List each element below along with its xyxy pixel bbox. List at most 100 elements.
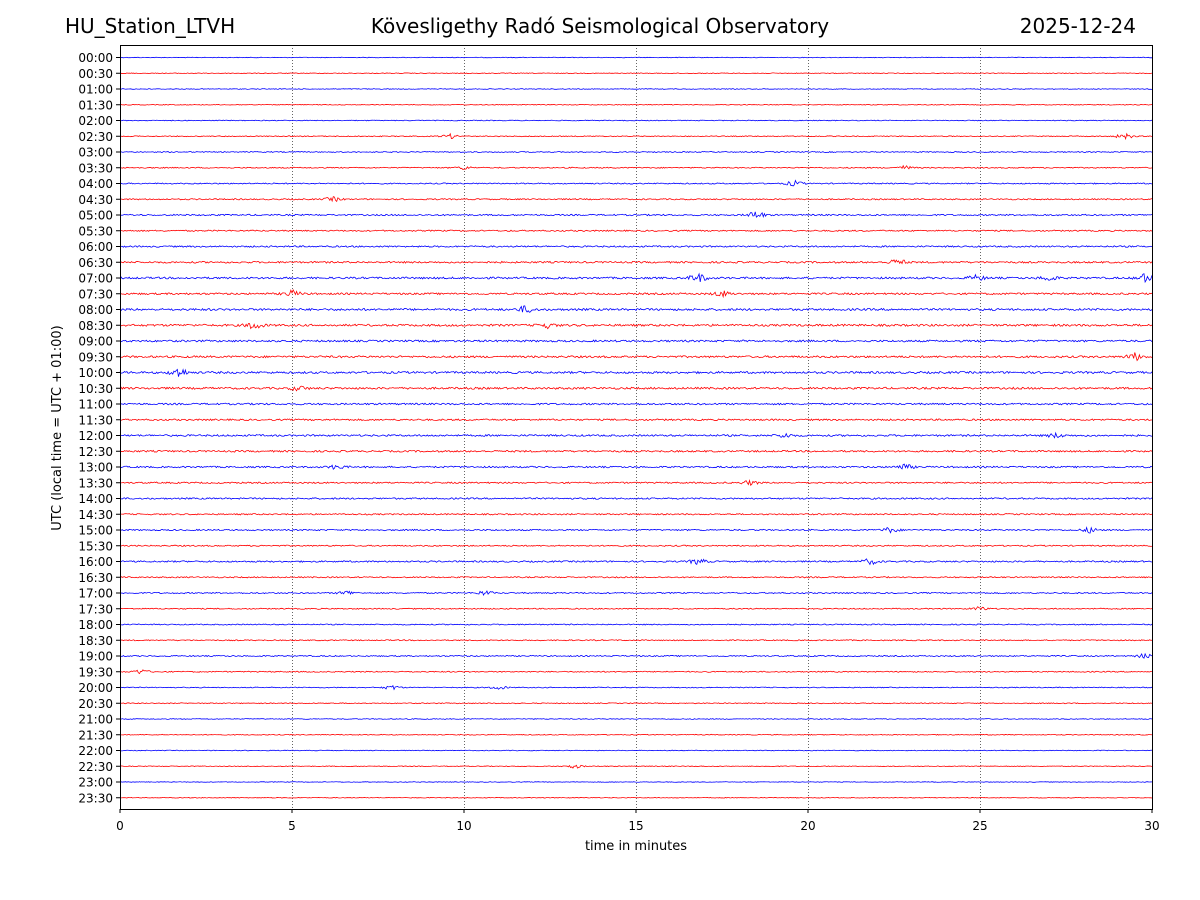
trace-1430: [119, 513, 1153, 516]
station-name: HU_Station_LTVH: [65, 14, 236, 38]
y-tick-label-2200: 22:00: [78, 744, 113, 758]
y-tick-label-2330: 23:30: [78, 791, 113, 805]
y-tick-label-1630: 16:30: [78, 571, 113, 585]
y-tick-label-0800: 08:00: [78, 303, 113, 317]
y-tick-label-1530: 15:30: [78, 539, 113, 553]
y-tick-label-0530: 05:30: [78, 224, 113, 238]
trace-2030: [119, 702, 1153, 705]
y-tick-label-2030: 20:30: [78, 697, 113, 711]
y-tick-label-0000: 00:00: [78, 51, 113, 65]
trace-1400: [119, 497, 1153, 500]
trace-0600: [119, 245, 1153, 248]
x-tick-label-30: 30: [1144, 819, 1159, 833]
trace-1830: [119, 639, 1153, 642]
y-tick-label-2130: 21:30: [78, 728, 113, 742]
y-tick-label-0330: 03:30: [78, 161, 113, 175]
plot-frame: [120, 45, 1153, 810]
y-tick-label-2000: 20:00: [78, 681, 113, 695]
trace-1300: [119, 463, 1153, 470]
trace-1800: [119, 623, 1153, 626]
trace-1730: [119, 606, 1153, 611]
trace-0730: [119, 289, 1153, 299]
y-tick-label-2100: 21:00: [78, 713, 113, 727]
y-tick-label-0730: 07:30: [78, 287, 113, 301]
y-tick-label-0100: 01:00: [78, 83, 113, 97]
x-tick-label-25: 25: [972, 819, 987, 833]
trace-1630: [119, 576, 1153, 579]
y-tick-label-1200: 12:00: [78, 429, 113, 443]
trace-2330: [119, 797, 1153, 799]
x-tick-label-20: 20: [800, 819, 815, 833]
trace-0000: [119, 56, 1153, 59]
trace-1900: [119, 652, 1153, 659]
trace-1600: [119, 558, 1153, 566]
y-tick-label-0030: 00:30: [78, 67, 113, 81]
trace-2200: [119, 749, 1153, 752]
trace-1530: [119, 544, 1153, 547]
y-tick-label-1430: 14:30: [78, 508, 113, 522]
y-tick-label-0600: 06:00: [78, 240, 113, 254]
trace-0230: [119, 132, 1153, 141]
x-tick-label-15: 15: [628, 819, 643, 833]
y-tick-label-0130: 01:30: [78, 98, 113, 112]
trace-2130: [119, 733, 1152, 736]
trace-0900: [119, 339, 1153, 343]
x-tick-label-0: 0: [116, 819, 124, 833]
y-tick-label-0630: 06:30: [78, 256, 113, 270]
trace-0530: [119, 229, 1153, 233]
y-tick-label-0430: 04:30: [78, 193, 113, 207]
trace-layer: [119, 56, 1153, 799]
trace-0030: [119, 72, 1153, 75]
y-tick-label-1930: 19:30: [78, 665, 113, 679]
y-tick-label-1000: 10:00: [78, 366, 113, 380]
y-tick-label-1500: 15:00: [78, 524, 113, 538]
y-tick-label-1600: 16:00: [78, 555, 113, 569]
trace-2300: [119, 781, 1153, 783]
y-tick-label-0830: 08:30: [78, 319, 113, 333]
grid-layer: [292, 45, 981, 809]
y-tick-label-1130: 11:30: [78, 413, 113, 427]
trace-0200: [119, 119, 1153, 122]
trace-0800: [119, 305, 1153, 313]
trace-0930: [119, 352, 1153, 362]
y-tick-label-2300: 23:00: [78, 776, 113, 790]
trace-2000: [119, 684, 1153, 691]
trace-0330: [119, 164, 1153, 171]
x-axis: 0 5 10 15 20 25 30: [116, 809, 1160, 833]
y-tick-label-1330: 13:30: [78, 476, 113, 490]
trace-1700: [119, 590, 1153, 597]
trace-1930: [119, 669, 1153, 675]
trace-2100: [119, 718, 1153, 720]
y-tick-label-0900: 09:00: [78, 335, 113, 349]
trace-1200: [119, 431, 1153, 439]
x-tick-label-5: 5: [288, 819, 296, 833]
trace-0630: [119, 259, 1153, 265]
y-tick-label-0300: 03:00: [78, 146, 113, 160]
y-tick-label-1900: 19:00: [78, 650, 113, 664]
trace-0430: [119, 196, 1153, 203]
y-tick-label-1830: 18:30: [78, 634, 113, 648]
trace-2230: [119, 764, 1153, 769]
y-tick-label-0700: 07:00: [78, 272, 113, 286]
y-tick-label-1230: 12:30: [78, 445, 113, 459]
trace-0100: [119, 88, 1153, 90]
y-tick-label-0200: 02:00: [78, 114, 113, 128]
trace-1330: [119, 479, 1153, 487]
trace-0830: [119, 323, 1153, 330]
trace-1230: [119, 449, 1153, 453]
y-tick-label-0500: 05:00: [78, 209, 113, 223]
y-tick-label-1800: 18:00: [78, 618, 113, 632]
y-tick-label-2230: 22:30: [78, 760, 113, 774]
y-tick-label-1300: 13:00: [78, 461, 113, 475]
trace-1030: [119, 385, 1153, 392]
trace-0700: [119, 272, 1153, 284]
y-tick-label-1100: 11:00: [78, 398, 113, 412]
trace-0500: [119, 211, 1153, 218]
date-label: 2025-12-24: [1019, 14, 1136, 38]
trace-1000: [119, 368, 1153, 377]
y-tick-label-0930: 09:30: [78, 350, 113, 364]
trace-0300: [119, 151, 1153, 153]
trace-1100: [119, 402, 1153, 406]
